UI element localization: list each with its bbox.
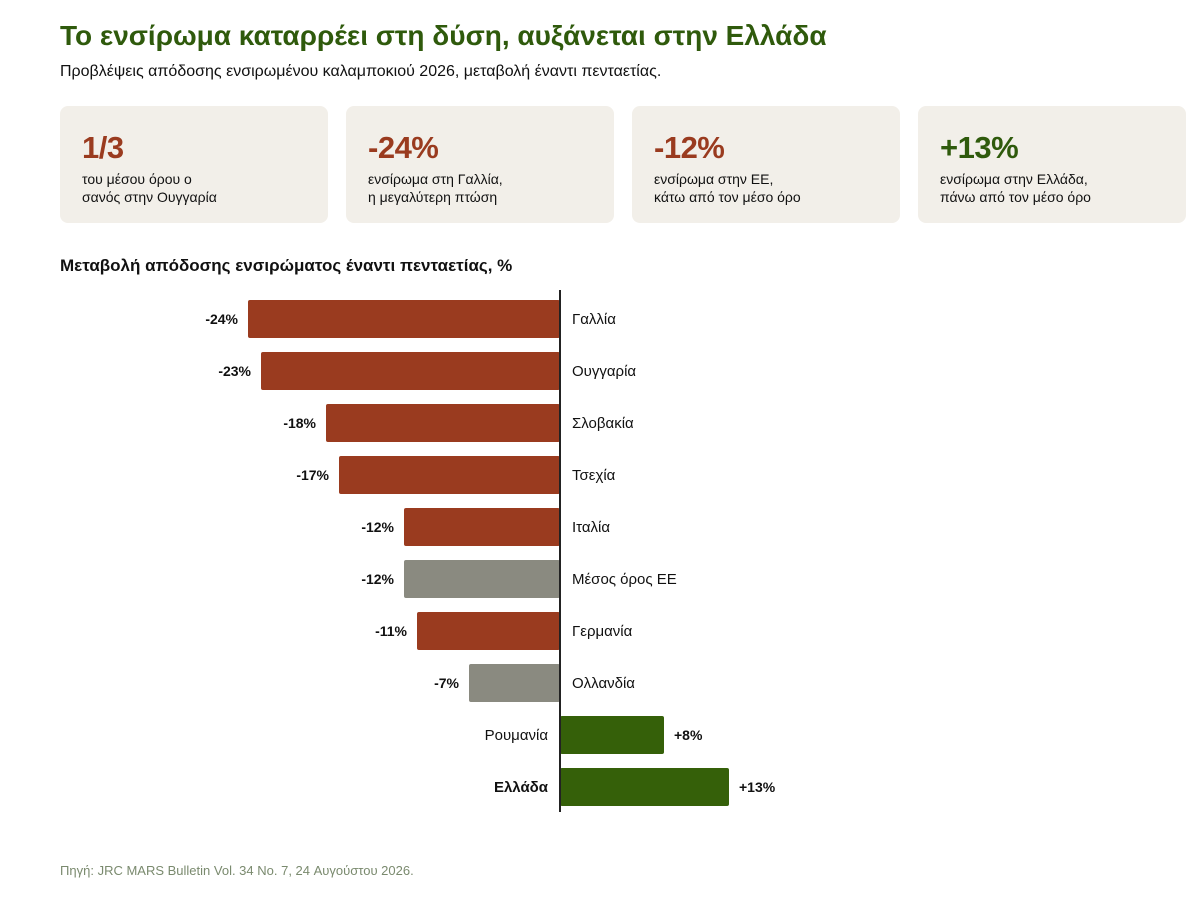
category-label-8: Ολλανδία xyxy=(572,675,635,692)
bar-3 xyxy=(326,404,560,442)
kpi-description-line: πάνω από τον μέσο όρο xyxy=(940,189,1091,205)
kpi-card-eu: -12% ενσίρωμα στην ΕΕ, κάτω από τον μέσο… xyxy=(632,106,900,223)
kpi-description-line: κάτω από τον μέσο όρο xyxy=(654,189,801,205)
value-label-2: -23% xyxy=(218,363,251,379)
kpi-description-line: ενσίρωμα στη Γαλλία, xyxy=(368,171,503,187)
bar-4 xyxy=(339,456,560,494)
category-label-3: Σλοβακία xyxy=(572,415,634,432)
value-label-4: -17% xyxy=(296,467,329,483)
chart-title: Μεταβολή απόδοσης ενσιρώματος έναντι πεν… xyxy=(60,256,513,275)
bar-8 xyxy=(469,664,560,702)
kpi-description-line: σανός στην Ουγγαρία xyxy=(82,189,217,205)
kpi-value: +13% xyxy=(940,130,1019,165)
kpi-value: -12% xyxy=(654,130,725,165)
value-label-8: -7% xyxy=(434,675,459,691)
kpi-description: ενσίρωμα στην Ελλάδα, πάνω από τον μέσο … xyxy=(940,170,1164,206)
kpi-description-line: του μέσου όρου ο xyxy=(82,171,192,187)
value-label-6: -12% xyxy=(361,571,394,587)
kpi-card-hungary-hay: 1/3 του μέσου όρου ο σανός στην Ουγγαρία xyxy=(60,106,328,223)
page-subtitle: Προβλέψεις απόδοσης ενσιρωμένου καλαμποκ… xyxy=(60,63,662,80)
bar-10 xyxy=(560,768,729,806)
kpi-description-line: ενσίρωμα στην Ελλάδα, xyxy=(940,171,1088,187)
kpi-description: του μέσου όρου ο σανός στην Ουγγαρία xyxy=(82,170,306,206)
value-label-5: -12% xyxy=(361,519,394,535)
category-label-5: Ιταλία xyxy=(572,519,610,536)
kpi-value: 1/3 xyxy=(82,130,124,165)
kpi-description-line: η μεγαλύτερη πτώση xyxy=(368,189,498,205)
value-label-3: -18% xyxy=(283,415,316,431)
kpi-description: ενσίρωμα στη Γαλλία, η μεγαλύτερη πτώση xyxy=(368,170,592,206)
page-title: Το ενσίρωμα καταρρέει στη δύση, αυξάνετα… xyxy=(60,20,827,51)
value-label-9: +8% xyxy=(674,727,703,743)
category-label-9: Ρουμανία xyxy=(485,727,549,744)
kpi-card-france: -24% ενσίρωμα στη Γαλλία, η μεγαλύτερη π… xyxy=(346,106,614,223)
value-label-7: -11% xyxy=(375,623,407,639)
category-label-4: Τσεχία xyxy=(572,467,616,484)
bar-6 xyxy=(404,560,560,598)
bar-5 xyxy=(404,508,560,546)
source-note: Πηγή: JRC MARS Bulletin Vol. 34 No. 7, 2… xyxy=(60,863,414,878)
kpi-description-line: ενσίρωμα στην ΕΕ, xyxy=(654,171,774,187)
category-label-10: Ελλάδα xyxy=(494,779,549,796)
category-label-6: Μέσος όρος ΕΕ xyxy=(572,571,677,588)
category-label-2: Ουγγαρία xyxy=(572,363,636,380)
category-label-7: Γερμανία xyxy=(572,623,633,640)
value-label-10: +13% xyxy=(739,779,776,795)
category-label-1: Γαλλία xyxy=(572,311,616,328)
kpi-value: -24% xyxy=(368,130,439,165)
kpi-card-greece: +13% ενσίρωμα στην Ελλάδα, πάνω από τον … xyxy=(918,106,1186,223)
bar-7 xyxy=(417,612,560,650)
value-label-1: -24% xyxy=(205,311,238,327)
kpi-description: ενσίρωμα στην ΕΕ, κάτω από τον μέσο όρο xyxy=(654,170,878,206)
bar-1 xyxy=(248,300,560,338)
bar-2 xyxy=(261,352,560,390)
bar-9 xyxy=(560,716,664,754)
